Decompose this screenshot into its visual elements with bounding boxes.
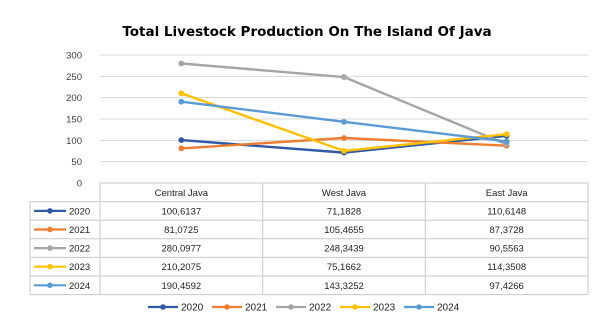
table-cell-value: 87,3728 xyxy=(489,225,523,236)
legend-label: 2022 xyxy=(309,303,332,314)
y-tick-label: 250 xyxy=(66,72,82,83)
legend-marker xyxy=(224,304,230,310)
table-cell-value: 248,3439 xyxy=(324,244,364,255)
legend-label: 2024 xyxy=(437,303,460,314)
table-cell-value: 71,1828 xyxy=(327,206,361,217)
table-series-name: 2023 xyxy=(69,262,90,273)
data-point xyxy=(341,135,347,141)
data-point xyxy=(178,90,185,97)
legend-label: 2023 xyxy=(373,303,396,314)
data-point xyxy=(503,138,510,145)
data-point xyxy=(503,131,510,138)
table-cell-value: 100,6137 xyxy=(162,206,202,217)
y-tick-label: 50 xyxy=(71,157,82,168)
table-cell-value: 210,2075 xyxy=(162,262,202,273)
table-series-name: 2020 xyxy=(69,206,90,217)
data-point xyxy=(178,145,185,152)
data-point xyxy=(341,148,347,154)
table-cell-value: 90,5563 xyxy=(489,244,523,255)
data-point xyxy=(341,118,347,125)
table-cell-value: 114,3508 xyxy=(487,262,526,273)
table-cell-value: 97,4266 xyxy=(489,281,523,292)
table-legend-marker xyxy=(47,226,53,233)
y-tick-label: 150 xyxy=(66,115,82,126)
x-tick-label: East Java xyxy=(486,188,528,199)
x-tick-label: Central Java xyxy=(155,188,209,199)
legend-label: 2021 xyxy=(245,303,268,314)
legend-marker xyxy=(416,304,422,310)
data-point xyxy=(178,60,185,67)
table-cell-value: 143,3252 xyxy=(324,281,364,292)
legend-label: 2020 xyxy=(181,303,204,314)
table-series-name: 2022 xyxy=(69,244,90,255)
legend-marker xyxy=(160,304,166,310)
table-legend-marker xyxy=(47,282,53,289)
table-legend-marker xyxy=(47,245,53,251)
data-point xyxy=(178,98,185,105)
table-cell-value: 280,0977 xyxy=(162,244,202,255)
legend-marker xyxy=(352,304,358,310)
data-point xyxy=(178,137,185,143)
table-legend-marker xyxy=(47,208,53,214)
x-tick-label: West Java xyxy=(322,188,367,199)
y-tick-label: 100 xyxy=(66,136,82,147)
table-series-name: 2021 xyxy=(69,225,90,236)
table-cell-value: 105,4655 xyxy=(324,225,364,236)
y-tick-label: 0 xyxy=(77,179,82,190)
table-cell-value: 75,1662 xyxy=(327,262,361,273)
data-point xyxy=(341,74,347,80)
legend-marker xyxy=(288,304,294,310)
table-cell-value: 190,4592 xyxy=(162,281,202,292)
table-legend-marker xyxy=(47,263,53,270)
table-cell-value: 110,6148 xyxy=(487,206,526,217)
y-tick-label: 200 xyxy=(66,93,82,104)
chart-title: Total Livestock Production On The Island… xyxy=(122,24,491,40)
y-tick-label: 300 xyxy=(66,51,82,62)
table-series-name: 2024 xyxy=(69,281,90,292)
table-cell-value: 81,0725 xyxy=(164,225,198,236)
